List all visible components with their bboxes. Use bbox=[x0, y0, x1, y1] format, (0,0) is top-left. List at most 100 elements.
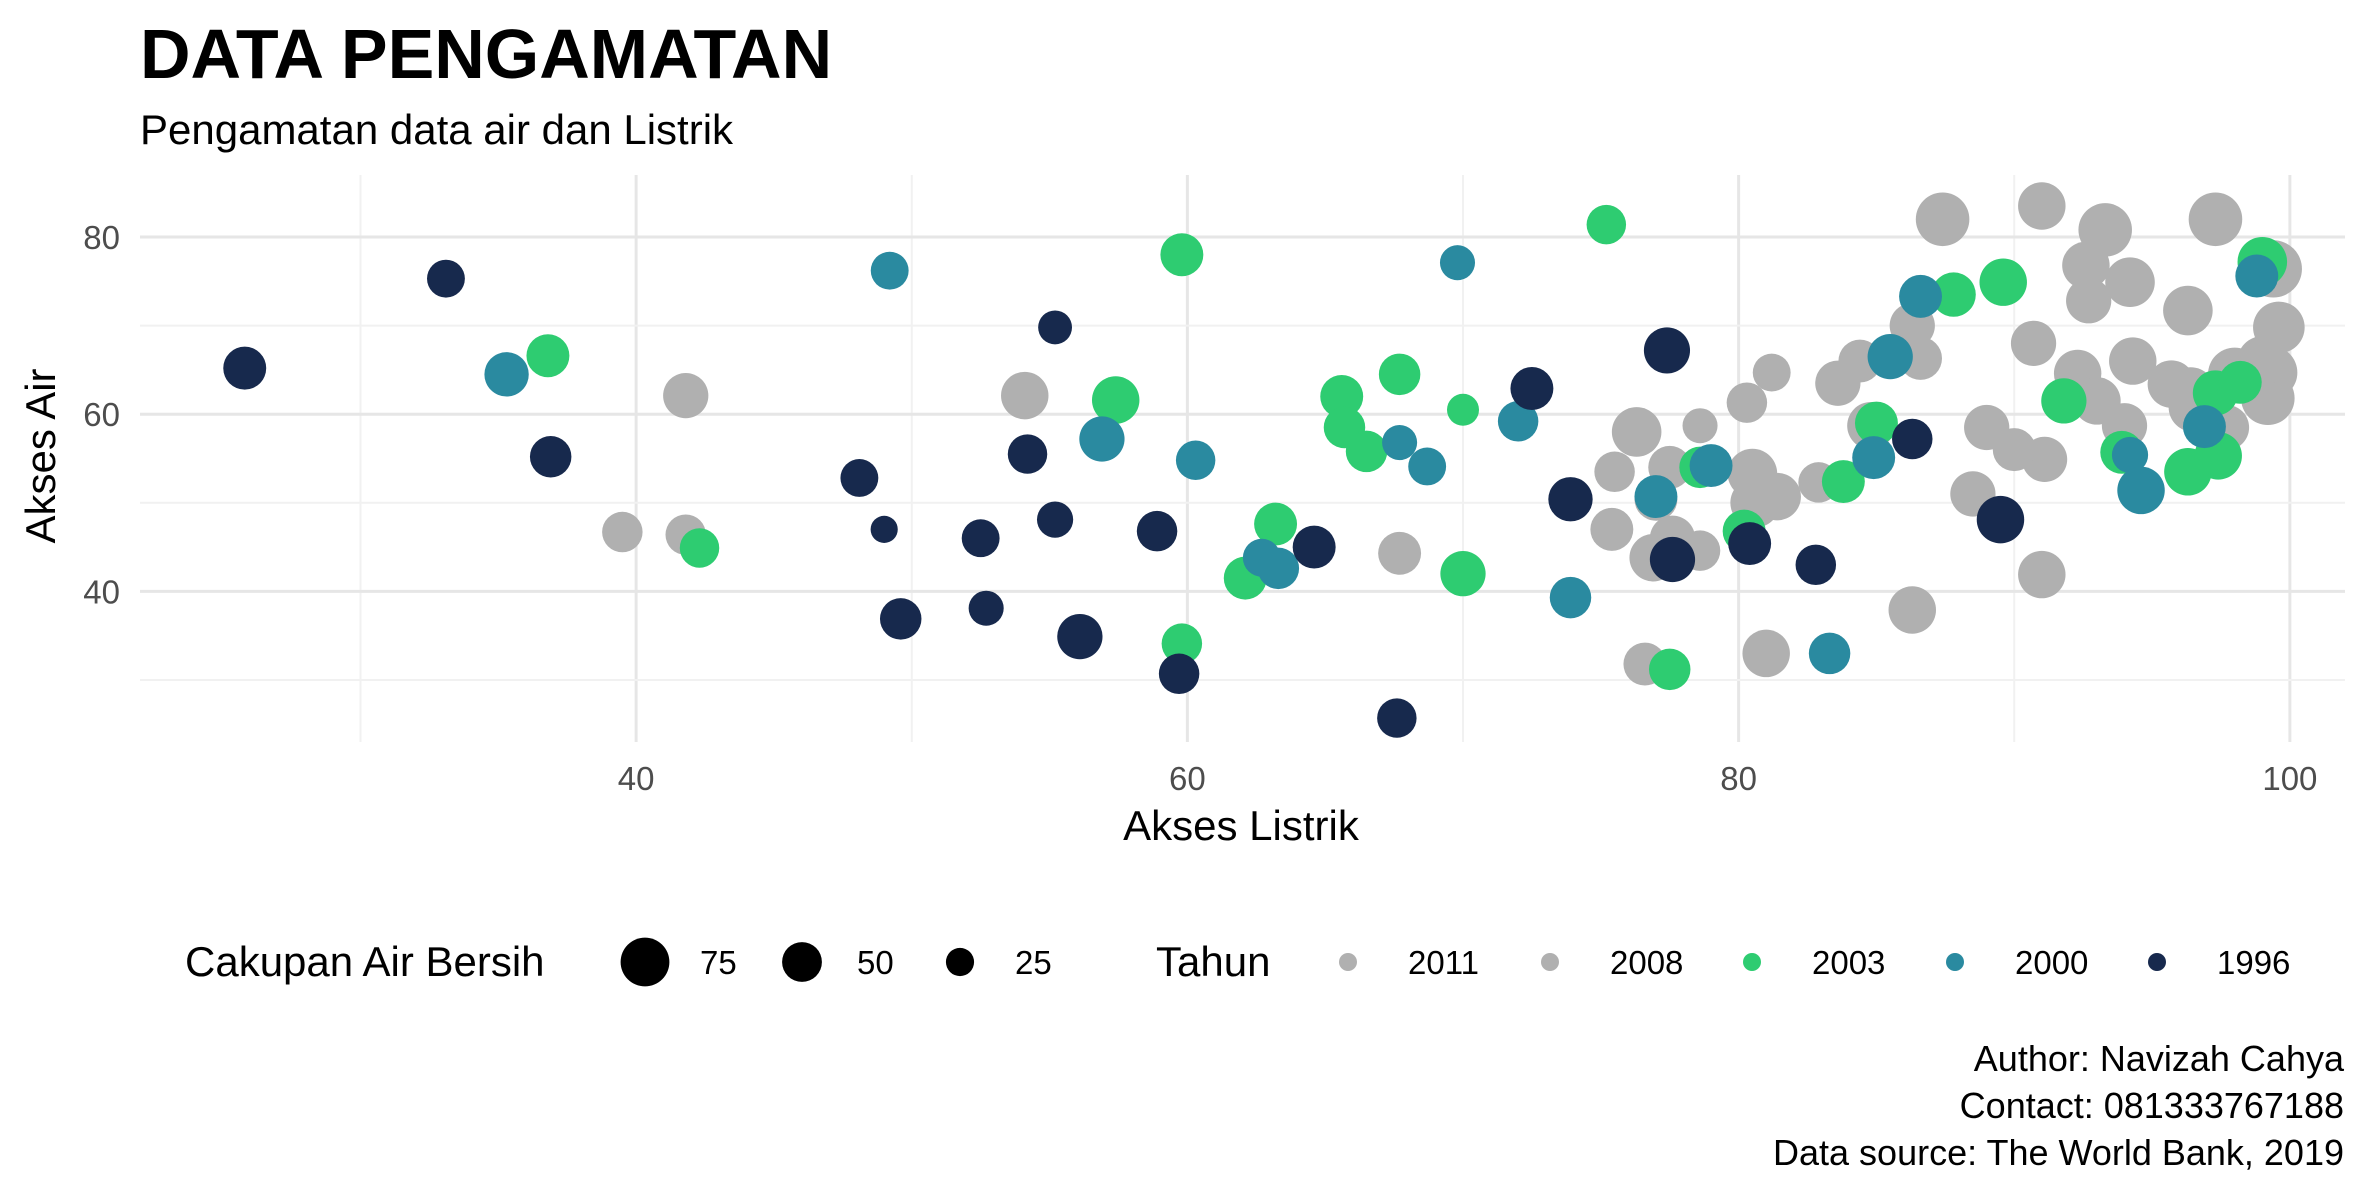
data-point-2000 bbox=[2111, 436, 2149, 474]
color-legend-key bbox=[1541, 953, 1559, 971]
data-point-1996 bbox=[1976, 495, 2025, 544]
data-point-1996 bbox=[1892, 418, 1933, 460]
data-point-2000 bbox=[1899, 274, 1943, 318]
data-point-2000 bbox=[1689, 444, 1733, 488]
size-legend-key bbox=[782, 942, 822, 982]
color-legend-key bbox=[1946, 953, 1964, 971]
data-point-2003 bbox=[1931, 272, 1976, 317]
data-point-2000 bbox=[484, 352, 529, 397]
data-point-1996 bbox=[1036, 501, 1074, 538]
caption-author: Author: Navizah Cahya bbox=[1973, 1038, 2344, 1079]
data-point-2011 bbox=[663, 372, 709, 419]
data-point-2003 bbox=[1648, 648, 1691, 691]
size-legend-label: 50 bbox=[857, 944, 894, 981]
data-point-2011 bbox=[1378, 531, 1422, 575]
size-legend-title: Cakupan Air Bersih bbox=[185, 938, 545, 985]
x-tick-label: 100 bbox=[2262, 760, 2317, 797]
data-point-2003 bbox=[1854, 401, 1898, 445]
data-point-2003 bbox=[1378, 353, 1421, 396]
data-point-2011 bbox=[2018, 550, 2066, 599]
data-point-2000 bbox=[2117, 466, 2165, 515]
data-point-2003 bbox=[1320, 375, 1364, 418]
data-point-2011 bbox=[2163, 285, 2213, 336]
data-point-2008 bbox=[1753, 472, 1801, 521]
y-tick-label: 80 bbox=[83, 219, 120, 256]
data-point-2000 bbox=[2182, 405, 2226, 449]
size-legend-label: 25 bbox=[1015, 944, 1052, 981]
size-legend-key bbox=[620, 937, 670, 987]
data-point-2003 bbox=[1821, 460, 1865, 504]
data-point-2003 bbox=[1091, 376, 1140, 424]
data-point-1996 bbox=[1510, 367, 1554, 410]
data-point-2011 bbox=[1682, 408, 1718, 444]
data-point-1996 bbox=[1292, 525, 1336, 569]
x-tick-label: 40 bbox=[618, 760, 655, 797]
data-point-2011 bbox=[1594, 451, 1635, 493]
chart-title: DATA PENGAMATAN bbox=[140, 15, 833, 93]
color-legend-key bbox=[2148, 953, 2166, 971]
data-point-2011 bbox=[1726, 382, 1768, 423]
data-point-2000 bbox=[1257, 547, 1300, 590]
data-point-1996 bbox=[529, 435, 572, 478]
size-legend-label: 75 bbox=[700, 944, 737, 981]
data-point-1996 bbox=[968, 590, 1004, 626]
color-legend-key bbox=[1743, 953, 1761, 971]
data-point-2011 bbox=[2018, 182, 2066, 230]
data-point-2011 bbox=[1992, 428, 2036, 472]
data-point-2000 bbox=[1808, 632, 1851, 675]
data-point-2003 bbox=[1160, 233, 1204, 277]
color-legend-label: 2003 bbox=[1812, 944, 1885, 981]
data-point-2000 bbox=[1497, 401, 1539, 442]
x-tick-label: 60 bbox=[1169, 760, 1206, 797]
data-point-2000 bbox=[1549, 576, 1592, 619]
data-point-2003 bbox=[1979, 258, 2027, 306]
data-point-2011 bbox=[602, 511, 643, 553]
color-legend-label: 2000 bbox=[2015, 944, 2088, 981]
data-point-1996 bbox=[1795, 544, 1837, 586]
data-point-2011 bbox=[2105, 257, 2155, 307]
data-point-1996 bbox=[1136, 510, 1178, 552]
color-legend-label: 1996 bbox=[2217, 944, 2290, 981]
data-point-2000 bbox=[1382, 425, 1418, 461]
chart-subtitle: Pengamatan data air dan Listrik bbox=[140, 106, 734, 153]
data-point-2008 bbox=[2073, 377, 2121, 425]
data-point-1996 bbox=[870, 515, 898, 543]
data-point-2003 bbox=[1161, 623, 1203, 664]
data-point-1996 bbox=[879, 598, 922, 640]
data-point-2000 bbox=[1439, 245, 1476, 281]
data-point-1996 bbox=[1643, 327, 1691, 374]
data-point-2003 bbox=[1586, 204, 1627, 245]
data-point-1996 bbox=[840, 459, 879, 497]
data-point-2003 bbox=[1345, 430, 1388, 473]
data-point-2000 bbox=[1079, 416, 1125, 462]
data-points bbox=[223, 182, 2305, 738]
data-point-2003 bbox=[1447, 393, 1479, 426]
data-point-1996 bbox=[961, 519, 1000, 558]
y-tick-label: 40 bbox=[83, 573, 120, 610]
data-point-2008 bbox=[1611, 407, 1662, 457]
data-point-1996 bbox=[1057, 613, 1103, 660]
data-point-2011 bbox=[2066, 278, 2112, 324]
axis-ticks: 40 60 80 100 40 60 80 bbox=[83, 219, 2317, 797]
data-point-2003 bbox=[679, 528, 720, 568]
data-point-1996 bbox=[1158, 653, 1200, 695]
data-point-2003 bbox=[2041, 378, 2087, 424]
caption-source: Data source: The World Bank, 2019 bbox=[1773, 1132, 2344, 1173]
data-point-2000 bbox=[1175, 440, 1216, 480]
data-point-2000 bbox=[870, 251, 909, 290]
data-point-1996 bbox=[223, 346, 267, 390]
data-point-2011 bbox=[2010, 320, 2057, 366]
data-point-2011 bbox=[1590, 507, 1634, 551]
data-point-1996 bbox=[1038, 310, 1073, 345]
data-point-1996 bbox=[1728, 522, 1772, 566]
caption-contact: Contact: 081333767188 bbox=[1959, 1085, 2344, 1126]
data-point-2011 bbox=[1001, 371, 1049, 420]
data-point-2011 bbox=[1742, 629, 1790, 678]
data-point-2000 bbox=[1867, 333, 1913, 380]
color-legend-label: 2008 bbox=[1610, 944, 1683, 981]
data-point-1996 bbox=[1649, 536, 1696, 583]
color-legend-key bbox=[1339, 953, 1357, 971]
y-axis-label: Akses Air bbox=[17, 368, 64, 543]
data-point-2011 bbox=[1815, 360, 1861, 406]
data-point-2011 bbox=[1888, 586, 1937, 634]
